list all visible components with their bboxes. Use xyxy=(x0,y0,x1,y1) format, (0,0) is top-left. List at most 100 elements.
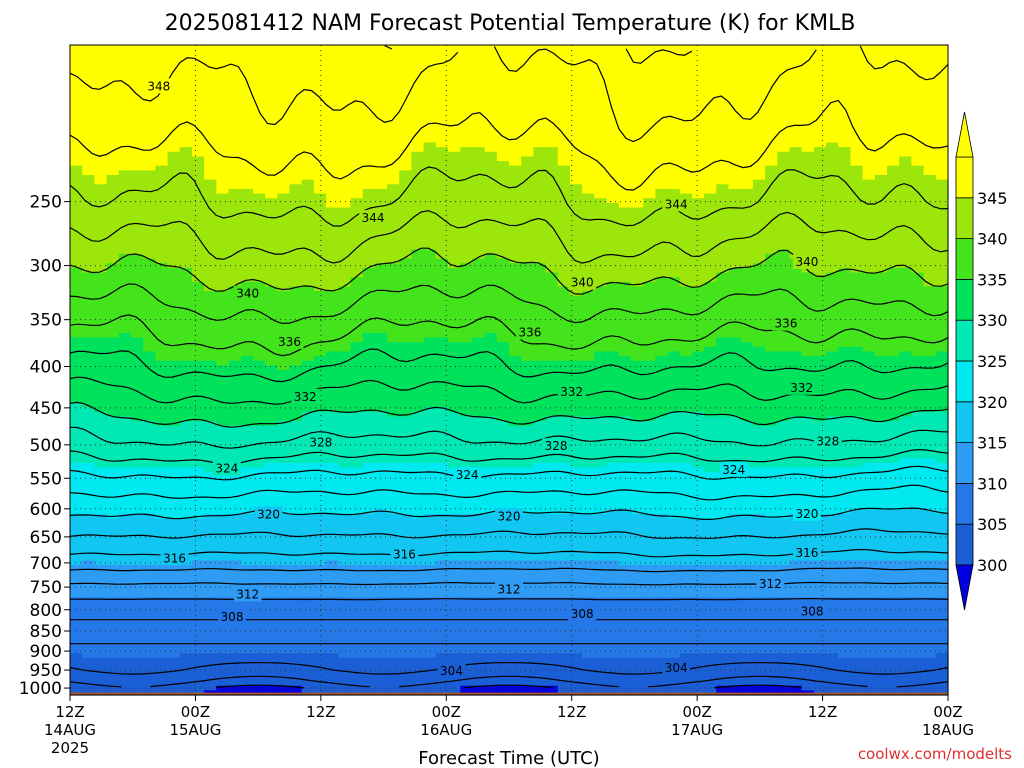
fill-cell xyxy=(70,86,949,93)
fill-cell xyxy=(118,332,132,339)
fill-cell xyxy=(448,462,534,469)
fill-cell xyxy=(472,337,498,343)
fill-cell xyxy=(70,379,949,385)
fill-cell xyxy=(70,685,217,691)
fill-cell xyxy=(448,258,474,264)
fill-cell xyxy=(70,147,181,153)
contour-label-bg xyxy=(160,550,189,566)
fill-cell xyxy=(899,156,913,162)
x-tick-label: 00Z xyxy=(682,703,711,721)
fill-cell xyxy=(265,281,352,288)
fill-cell xyxy=(521,156,559,162)
plot-area: 348 344 344 340 340 340 336 336 336 332 332 332 328 3… xyxy=(69,44,949,696)
contour-line-304 xyxy=(69,662,949,675)
fill-cell xyxy=(423,513,669,520)
contour-line-330 xyxy=(69,401,949,428)
fill-cell xyxy=(362,188,583,195)
fill-cell xyxy=(143,253,413,260)
chart-title: 2025081412 NAM Forecast Potential Temper… xyxy=(165,11,856,36)
fill-cell xyxy=(338,653,437,659)
fill-cell xyxy=(618,351,669,357)
fill-cell xyxy=(777,156,852,162)
fill-cell xyxy=(496,416,547,422)
fill-cell xyxy=(326,202,352,209)
fill-cell xyxy=(167,161,205,167)
contour-lines xyxy=(69,45,949,689)
fill-cell xyxy=(350,277,559,283)
fill-cell xyxy=(70,555,949,561)
contour-line-314 xyxy=(69,567,949,573)
colorbar-tick-label: 330 xyxy=(977,311,1008,330)
contour-label-bg xyxy=(218,609,247,625)
colorbar-over-arrow xyxy=(955,111,974,158)
fill-cell xyxy=(70,453,949,459)
fill-cell xyxy=(70,267,83,274)
contour-label: 320 xyxy=(498,509,521,523)
fill-cell xyxy=(326,560,339,566)
fill-cell xyxy=(582,184,717,190)
fill-cell xyxy=(167,151,193,158)
fill-cell xyxy=(789,249,949,255)
fill-cell xyxy=(728,267,803,274)
fill-cell xyxy=(509,346,705,353)
fill-cell xyxy=(70,676,949,682)
y-tick-label: 400 xyxy=(30,358,62,378)
fill-cell xyxy=(70,402,83,408)
contour-label-bg xyxy=(557,383,586,399)
fill-cell xyxy=(338,286,571,292)
fill-cell xyxy=(240,281,266,288)
fill-cell xyxy=(850,161,900,167)
fill-cell xyxy=(509,258,766,264)
fill-cell xyxy=(679,281,705,288)
fill-cell xyxy=(887,170,925,176)
fill-cell xyxy=(411,151,498,158)
fill-cell xyxy=(143,337,364,343)
fill-cell xyxy=(277,193,327,199)
contour-label-bg xyxy=(233,285,262,301)
fill-cell xyxy=(716,188,949,195)
contour-label: 340 xyxy=(236,287,259,301)
fill-cell xyxy=(691,193,705,199)
fill-cell xyxy=(533,421,754,427)
fill-cell xyxy=(606,462,693,469)
fill-cell xyxy=(838,142,949,148)
fill-cell xyxy=(240,356,254,362)
fill-cell xyxy=(70,323,949,329)
contour-label-bg xyxy=(453,467,482,483)
fill-cell xyxy=(70,161,169,167)
plot-frame xyxy=(69,44,949,696)
fill-cell xyxy=(362,332,388,339)
fill-cell xyxy=(70,295,949,301)
fill-cell xyxy=(338,560,437,566)
x-tick-label: 00Z xyxy=(933,703,962,721)
fill-cell xyxy=(155,258,400,264)
colorbar-bin xyxy=(955,156,974,199)
fill-cell xyxy=(70,662,949,668)
colorbar-bin xyxy=(955,278,974,321)
colorbar-bin xyxy=(955,523,974,566)
fill-cell xyxy=(289,184,315,190)
fill-cell xyxy=(411,161,510,167)
fill-cell xyxy=(850,147,949,153)
contour-label-bg xyxy=(390,546,419,562)
fill-cell xyxy=(70,207,949,213)
fill-cell xyxy=(301,416,498,422)
contour-label-bg xyxy=(792,254,821,270)
fill-cell xyxy=(155,513,205,520)
fill-cell xyxy=(70,537,949,543)
fill-cell xyxy=(94,462,266,469)
fill-cell xyxy=(70,513,108,520)
fill-cell xyxy=(106,179,217,185)
fill-cell xyxy=(338,462,364,469)
fill-cell xyxy=(728,513,766,520)
fill-cell xyxy=(70,634,949,640)
fill-cell xyxy=(533,151,559,158)
contour-label-bg xyxy=(437,662,466,678)
fill-cell xyxy=(594,356,632,362)
fill-cell xyxy=(448,407,949,413)
fill-cell xyxy=(70,110,949,116)
contour-line-324 xyxy=(69,465,949,481)
contour-label-bg xyxy=(798,603,827,619)
fill-cell xyxy=(191,277,352,283)
fill-cell xyxy=(618,202,644,209)
